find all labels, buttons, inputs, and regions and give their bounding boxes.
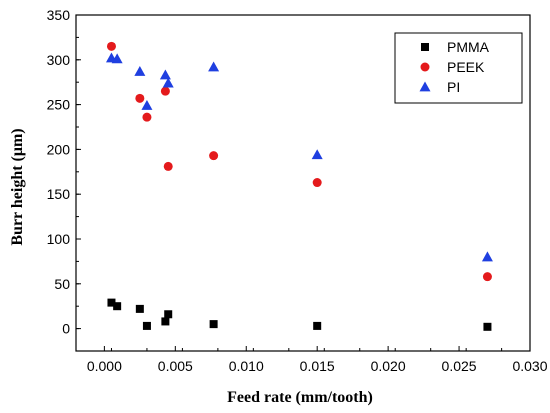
y-axis-ticks: 0 50 100 150 200 250 300 350 <box>47 7 81 352</box>
peek-point <box>163 161 173 171</box>
pmma-point <box>313 321 322 330</box>
y-tick-label: 0 <box>62 321 70 337</box>
peek-point <box>209 151 219 161</box>
plot-frame <box>75 14 531 352</box>
y-tick-label: 300 <box>47 52 71 68</box>
pmma-point <box>107 298 116 307</box>
plot-border <box>75 14 531 352</box>
legend-marker-peek <box>420 62 430 72</box>
pmma-point <box>135 304 144 313</box>
legend-label-pi: PI <box>447 79 460 95</box>
y-tick-label: 250 <box>47 97 71 113</box>
x-tick-label: 0.005 <box>158 358 193 374</box>
pi-point <box>162 77 174 88</box>
pi-point <box>311 149 323 160</box>
pmma-point <box>164 310 173 319</box>
pi-point <box>159 69 171 80</box>
pi-point <box>134 65 146 76</box>
pi-point <box>208 61 220 72</box>
pmma-point <box>142 321 151 330</box>
x-tick-label: 0.000 <box>87 358 122 374</box>
pmma-point <box>483 322 492 331</box>
legend-label-peek: PEEK <box>447 59 485 75</box>
y-tick-label: 50 <box>54 276 70 292</box>
x-tick-label: 0.010 <box>229 358 264 374</box>
peek-point <box>142 112 152 122</box>
y-axis-title: Burr height (μm) <box>9 128 26 245</box>
y-tick-label: 350 <box>47 7 71 23</box>
pmma-point <box>161 317 170 326</box>
legend-box <box>394 32 523 104</box>
x-tick-label: 0.015 <box>300 358 335 374</box>
x-axis-ticks: 0.000 0.005 0.010 0.015 0.020 0.025 0.030 <box>75 346 548 374</box>
data-points <box>105 41 493 331</box>
pmma-point <box>209 320 218 329</box>
peek-point <box>482 272 492 282</box>
pmma-point <box>113 302 122 311</box>
peek-point <box>312 178 322 188</box>
peek-point <box>106 41 116 51</box>
peek-point <box>135 93 145 103</box>
legend-label-pmma: PMMA <box>447 39 490 55</box>
x-tick-label: 0.020 <box>371 358 406 374</box>
x-tick-label: 0.025 <box>442 358 477 374</box>
x-axis-title: Feed rate (mm/tooth) <box>227 389 373 406</box>
legend-marker-pi <box>419 81 431 92</box>
y-tick-label: 100 <box>47 231 71 247</box>
y-tick-label: 150 <box>47 186 71 202</box>
legend-marker-pmma <box>421 43 429 51</box>
pi-point <box>111 53 123 64</box>
legend: PMMA PEEK PI <box>394 32 523 104</box>
pi-point <box>141 99 153 110</box>
x-tick-label: 0.030 <box>512 358 547 374</box>
y-tick-label: 200 <box>47 141 71 157</box>
peek-point <box>160 86 170 96</box>
pi-point <box>481 251 493 262</box>
